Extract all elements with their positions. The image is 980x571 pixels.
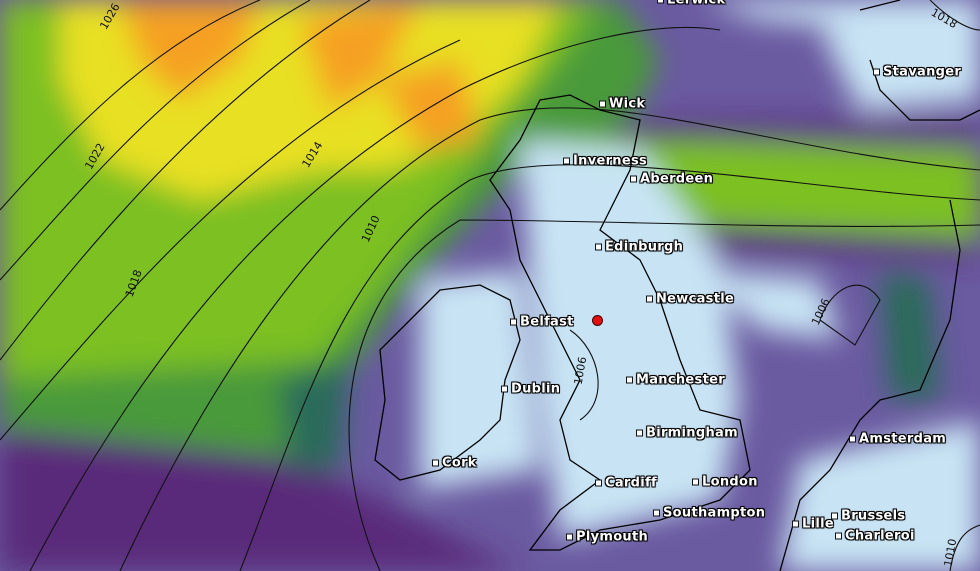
city-label: Lerwick — [667, 0, 726, 8]
city-dot-icon — [849, 435, 856, 443]
city-dot-icon — [595, 243, 602, 251]
city-dot-icon — [653, 509, 660, 517]
city-cork[interactable]: Cork — [432, 456, 477, 471]
city-label: Aberdeen — [640, 171, 714, 187]
city-label: Birmingham — [646, 425, 738, 441]
city-dot-icon — [566, 533, 573, 541]
city-dot-icon — [657, 0, 664, 4]
city-charleroi[interactable]: Charleroi — [835, 529, 915, 544]
city-inverness[interactable]: Inverness — [563, 154, 647, 169]
city-dot-icon — [563, 157, 570, 165]
location-marker[interactable] — [592, 315, 603, 326]
city-label: Cardiff — [605, 475, 657, 491]
city-manchester[interactable]: Manchester — [626, 373, 725, 388]
city-lerwick[interactable]: Lerwick — [657, 0, 725, 8]
city-dot-icon — [636, 429, 643, 437]
city-plymouth[interactable]: Plymouth — [566, 530, 648, 545]
city-dot-icon — [646, 295, 653, 303]
city-dot-icon — [792, 520, 799, 528]
city-label: Manchester — [636, 372, 725, 388]
city-southampton[interactable]: Southampton — [653, 506, 765, 521]
city-dot-icon — [831, 512, 838, 520]
city-label: Inverness — [573, 153, 648, 169]
city-dublin[interactable]: Dublin — [501, 382, 560, 397]
city-stavanger[interactable]: Stavanger — [873, 65, 961, 80]
city-label: Charleroi — [845, 528, 915, 544]
city-label: Dublin — [511, 381, 561, 397]
city-label: Newcastle — [656, 291, 735, 307]
city-dot-icon — [595, 479, 602, 487]
city-label: Wick — [609, 96, 646, 112]
city-dot-icon — [630, 175, 637, 183]
city-birmingham[interactable]: Birmingham — [636, 426, 738, 441]
city-aberdeen[interactable]: Aberdeen — [630, 172, 713, 187]
city-dot-icon — [626, 376, 633, 384]
city-wick[interactable]: Wick — [599, 97, 645, 112]
city-lille[interactable]: Lille — [792, 517, 834, 532]
city-brussels[interactable]: Brussels — [831, 509, 905, 524]
city-belfast[interactable]: Belfast — [510, 315, 574, 330]
city-label: Stavanger — [883, 64, 962, 80]
city-label: Cork — [442, 455, 477, 471]
city-label: Belfast — [520, 314, 574, 330]
city-cardiff[interactable]: Cardiff — [595, 476, 657, 491]
city-dot-icon — [432, 459, 439, 467]
city-label: Lille — [802, 516, 834, 532]
coastlines — [374, 0, 980, 571]
city-label: Brussels — [841, 508, 906, 524]
city-newcastle[interactable]: Newcastle — [646, 292, 734, 307]
city-label: Edinburgh — [605, 239, 684, 255]
city-dot-icon — [692, 478, 699, 486]
city-dot-icon — [510, 318, 517, 326]
city-dot-icon — [835, 532, 842, 540]
city-amsterdam[interactable]: Amsterdam — [849, 432, 946, 447]
city-london[interactable]: London — [692, 475, 758, 490]
city-label: Amsterdam — [859, 431, 947, 447]
city-dot-icon — [599, 100, 606, 108]
city-dot-icon — [501, 385, 508, 393]
city-edinburgh[interactable]: Edinburgh — [595, 240, 683, 255]
city-label: Southampton — [663, 505, 766, 521]
city-label: Plymouth — [576, 529, 649, 545]
city-dot-icon — [873, 68, 880, 76]
city-label: London — [702, 474, 758, 490]
